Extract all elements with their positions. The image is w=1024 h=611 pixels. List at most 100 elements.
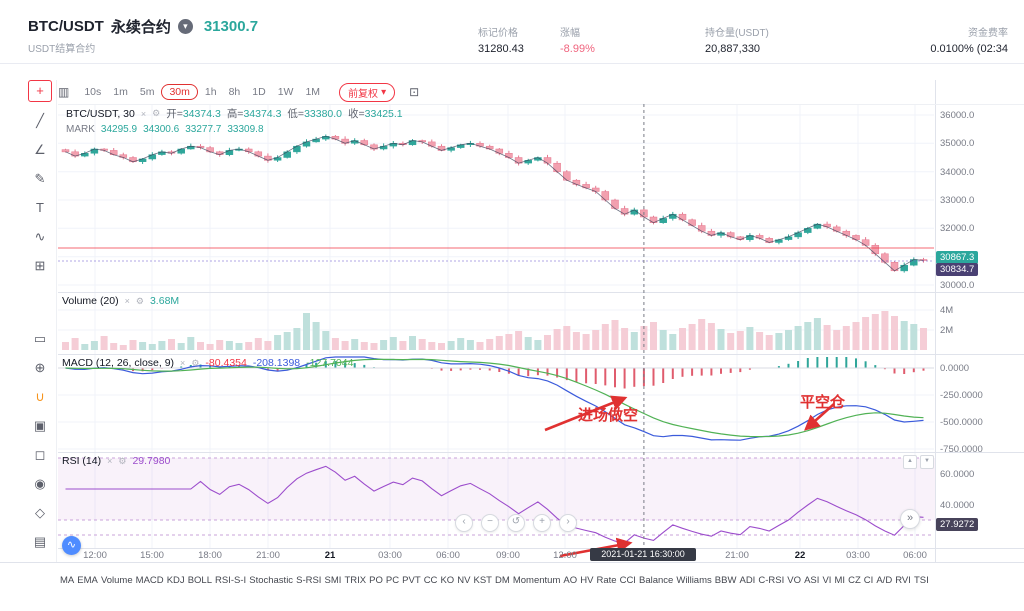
legend-close-icon[interactable]: × xyxy=(107,456,113,466)
indicator-item-po[interactable]: PO xyxy=(369,575,383,586)
legend-close-icon[interactable]: × xyxy=(124,296,130,306)
zoom-out-button[interactable]: − xyxy=(481,514,499,532)
pattern-tool[interactable]: ∿ xyxy=(34,229,46,244)
indicator-item-stochastic[interactable]: Stochastic xyxy=(249,575,294,586)
indicator-item-rvi[interactable]: RVI xyxy=(895,575,911,586)
layers-tool[interactable]: ◇ xyxy=(35,505,45,520)
indicator-item-asi[interactable]: ASI xyxy=(804,575,820,586)
hide-drawings-tool[interactable]: ◉ xyxy=(34,476,46,491)
indicator-item-momentum[interactable]: Momentum xyxy=(512,575,561,586)
axis-tick-label: 36000.0 xyxy=(940,110,975,121)
timeframe-5m[interactable]: 5m xyxy=(139,86,155,98)
timeframe-1m[interactable]: 1m xyxy=(113,86,128,98)
indicator-item-s-rsi[interactable]: S-RSI xyxy=(296,575,322,586)
timeframe-1M[interactable]: 1M xyxy=(305,86,321,98)
indicator-item-adi[interactable]: ADI xyxy=(739,575,756,586)
text-tool[interactable]: T xyxy=(36,200,44,215)
indicator-item-nv[interactable]: NV xyxy=(457,575,471,586)
annotation-close-short[interactable]: 平空仓 xyxy=(800,394,846,411)
indicator-item-vo[interactable]: VO xyxy=(787,575,802,586)
indicator-item-ma[interactable]: MA xyxy=(60,575,75,586)
indicator-item-ao[interactable]: AO xyxy=(563,575,578,586)
mark-series-title: MARK xyxy=(66,124,95,135)
indicator-item-tsi[interactable]: TSI xyxy=(913,575,929,586)
indicator-item-vi[interactable]: VI xyxy=(822,575,832,586)
time-axis[interactable]: 12:00 15:00 18:00 21:00 21 03:00 06:00 09:00 12:… xyxy=(0,548,1024,562)
remove-drawings-tool[interactable]: ▤ xyxy=(33,534,47,549)
position-tool[interactable]: ⊞ xyxy=(34,258,46,273)
indicator-item-macd[interactable]: MACD xyxy=(135,575,164,586)
reset-view-button[interactable]: ↺ xyxy=(507,514,525,532)
chart-type-icon[interactable]: ▥ xyxy=(58,85,70,99)
indicator-item-boll[interactable]: BOLL xyxy=(187,575,212,586)
time-label: 21 xyxy=(324,550,336,561)
magnet-tool[interactable]: ∪ xyxy=(35,389,45,404)
contract-dropdown-button[interactable]: ▾ xyxy=(177,19,193,34)
brush-tool[interactable]: ✎ xyxy=(34,171,46,186)
change-column: 涨幅 -8.99% xyxy=(560,24,595,55)
legend-settings-icon[interactable]: ⚙ xyxy=(191,357,200,368)
indicator-item-a-d[interactable]: A/D xyxy=(876,575,893,586)
legend-close-icon[interactable]: × xyxy=(140,108,147,119)
indicator-item-trix[interactable]: TRIX xyxy=(344,575,367,586)
indicator-item-mi[interactable]: MI xyxy=(834,575,846,586)
annotation-entry-short[interactable]: 进场做空 xyxy=(578,407,639,424)
indicator-item-rsi-s-i[interactable]: RSI-S-I xyxy=(215,575,247,586)
indicator-item-ema[interactable]: EMA xyxy=(77,575,98,586)
axis-tick-label: 34000.0 xyxy=(940,166,975,178)
indicator-item-c-rsi[interactable]: C-RSI xyxy=(758,575,785,586)
drawing-toolbar: + ╱ ∠ ✎ T ∿ ⊞ ▭ ⊕ ∪ ▣ ◻ ◉ ◇ ▤ xyxy=(24,80,57,562)
indicator-item-dm[interactable]: DM xyxy=(495,575,510,586)
time-label: 22 xyxy=(794,550,806,561)
legend-settings-icon[interactable]: ⚙ xyxy=(135,295,144,306)
indicator-item-kst[interactable]: KST xyxy=(473,575,492,586)
zoom-tool[interactable]: ⊕ xyxy=(34,360,46,375)
contract-subtitle: USDT结算合约 xyxy=(28,44,96,55)
indicator-item-cc[interactable]: CC xyxy=(423,575,438,586)
fullscreen-icon[interactable]: ⊡ xyxy=(409,85,420,99)
rsi-legend: RSI (14) × ⚙ 29.7980 xyxy=(62,455,170,467)
pan-left-button[interactable]: ‹ xyxy=(455,514,473,532)
timeframe-1W[interactable]: 1W xyxy=(277,86,294,98)
indicator-item-ci[interactable]: CI xyxy=(863,575,874,586)
indicator-item-volume[interactable]: Volume xyxy=(100,575,133,586)
zoom-in-button[interactable]: + xyxy=(533,514,551,532)
indicator-item-hv[interactable]: HV xyxy=(580,575,594,586)
lock-drawings-tool[interactable]: ◻ xyxy=(34,447,46,462)
collapse-panel-button[interactable]: » xyxy=(900,509,920,529)
adjust-mode-button[interactable]: 前复权 ▾ xyxy=(339,82,396,102)
indicator-item-balance[interactable]: Balance xyxy=(639,575,674,586)
crosshair-tool[interactable]: + xyxy=(28,80,52,102)
legend-close-icon[interactable]: × xyxy=(180,358,186,368)
pan-right-button[interactable]: › xyxy=(559,514,577,532)
indicator-item-cz[interactable]: CZ xyxy=(848,575,861,586)
realtime-button[interactable]: ∿ xyxy=(62,536,81,555)
timeframe-1D[interactable]: 1D xyxy=(252,86,266,98)
indicator-item-smi[interactable]: SMI xyxy=(324,575,342,586)
panel-up-icon[interactable]: ▲ xyxy=(903,455,917,469)
indicator-item-kdj[interactable]: KDJ xyxy=(166,575,185,586)
timeframe-30m[interactable]: 30m xyxy=(161,84,198,100)
indicator-item-rate[interactable]: Rate xyxy=(596,575,617,586)
indicator-item-cci[interactable]: CCI xyxy=(619,575,636,586)
panel-down-icon[interactable]: ▼ xyxy=(920,455,934,469)
trend-line-tool[interactable]: ╱ xyxy=(36,113,44,128)
indicator-item-bbw[interactable]: BBW xyxy=(714,575,737,586)
timeframe-8h[interactable]: 8h xyxy=(228,86,241,98)
axis-tick-label: 2M xyxy=(940,325,954,336)
drawing-mode-tool[interactable]: ▣ xyxy=(33,418,47,433)
indicator-item-pvt[interactable]: PVT xyxy=(402,575,421,586)
indicator-item-ko[interactable]: KO xyxy=(440,575,455,586)
indicator-item-williams[interactable]: Williams xyxy=(676,575,712,586)
gann-fib-tool[interactable]: ∠ xyxy=(34,142,46,157)
mark-close: 33309.8 xyxy=(227,124,264,135)
ruler-tool[interactable]: ▭ xyxy=(33,331,47,346)
legend-settings-icon[interactable]: ⚙ xyxy=(118,455,127,466)
indicator-item-pc[interactable]: PC xyxy=(385,575,400,586)
timeframe-1h[interactable]: 1h xyxy=(204,86,217,98)
timeframe-10s[interactable]: 10s xyxy=(84,86,102,98)
legend-settings-icon[interactable]: ⚙ xyxy=(152,108,161,118)
axis-tick-label: 30000.0 xyxy=(940,280,975,291)
